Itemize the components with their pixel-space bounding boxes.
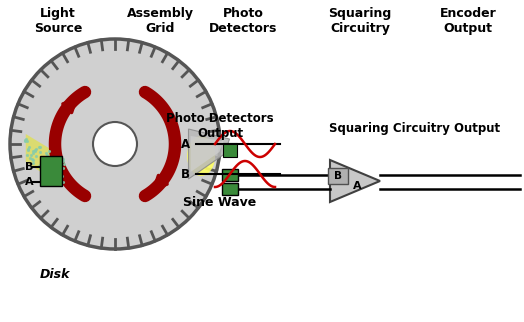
- Polygon shape: [26, 134, 62, 186]
- Circle shape: [10, 39, 220, 249]
- Circle shape: [93, 122, 137, 166]
- Text: A: A: [353, 181, 362, 191]
- Text: B: B: [181, 167, 190, 181]
- FancyBboxPatch shape: [40, 156, 62, 186]
- Polygon shape: [191, 136, 223, 172]
- Text: B: B: [25, 162, 34, 172]
- FancyBboxPatch shape: [222, 183, 238, 195]
- Text: A: A: [25, 177, 34, 187]
- Text: Encoder
Output: Encoder Output: [440, 7, 496, 35]
- Text: B: B: [334, 171, 342, 181]
- Text: Sine Wave: Sine Wave: [183, 195, 257, 209]
- Text: Photo
Detectors: Photo Detectors: [209, 7, 277, 35]
- Text: Disk: Disk: [40, 268, 70, 280]
- Polygon shape: [189, 129, 230, 179]
- FancyBboxPatch shape: [328, 168, 348, 184]
- FancyBboxPatch shape: [222, 169, 238, 181]
- Text: A: A: [181, 137, 190, 150]
- Ellipse shape: [187, 136, 215, 176]
- Text: Squaring
Circuitry: Squaring Circuitry: [329, 7, 391, 35]
- Text: Light
Source: Light Source: [34, 7, 82, 35]
- FancyBboxPatch shape: [223, 143, 236, 157]
- Polygon shape: [330, 160, 380, 202]
- Text: Photo Detectors
Output: Photo Detectors Output: [166, 112, 274, 140]
- Text: Assembly
Grid: Assembly Grid: [126, 7, 193, 35]
- Text: Squaring Circuitry Output: Squaring Circuitry Output: [330, 122, 500, 135]
